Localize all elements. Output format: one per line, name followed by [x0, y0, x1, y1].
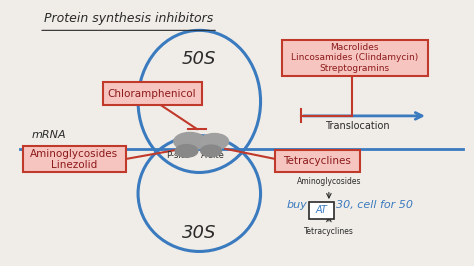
Text: AT: AT — [315, 205, 327, 215]
Text: A-site: A-site — [201, 151, 224, 160]
Text: Tetracyclines: Tetracyclines — [283, 156, 351, 166]
Text: Translocation: Translocation — [325, 121, 390, 131]
Text: Aminoglycosides: Aminoglycosides — [297, 177, 361, 186]
FancyBboxPatch shape — [282, 40, 428, 76]
Text: P-site: P-site — [166, 151, 190, 160]
Circle shape — [175, 145, 198, 157]
FancyBboxPatch shape — [309, 202, 334, 219]
Text: Tetracyclines: Tetracyclines — [304, 227, 354, 236]
Text: Chloramphenicol: Chloramphenicol — [108, 89, 197, 98]
Text: buy: buy — [286, 200, 307, 210]
Text: Protein synthesis inhibitors: Protein synthesis inhibitors — [44, 13, 213, 26]
Circle shape — [200, 134, 228, 149]
Text: 30S: 30S — [182, 224, 217, 242]
FancyBboxPatch shape — [23, 146, 126, 172]
Circle shape — [174, 132, 206, 150]
Text: Macrolides
Lincosamides (Clindamycin)
Streptogramins: Macrolides Lincosamides (Clindamycin) St… — [291, 43, 419, 73]
FancyBboxPatch shape — [275, 150, 359, 172]
Circle shape — [201, 145, 221, 157]
Text: Aminoglycosides
Linezolid: Aminoglycosides Linezolid — [30, 148, 118, 170]
Text: 50S: 50S — [182, 50, 217, 68]
Text: mRNA: mRNA — [31, 130, 66, 140]
FancyBboxPatch shape — [103, 82, 201, 105]
Text: 30, cell for 50: 30, cell for 50 — [336, 200, 413, 210]
